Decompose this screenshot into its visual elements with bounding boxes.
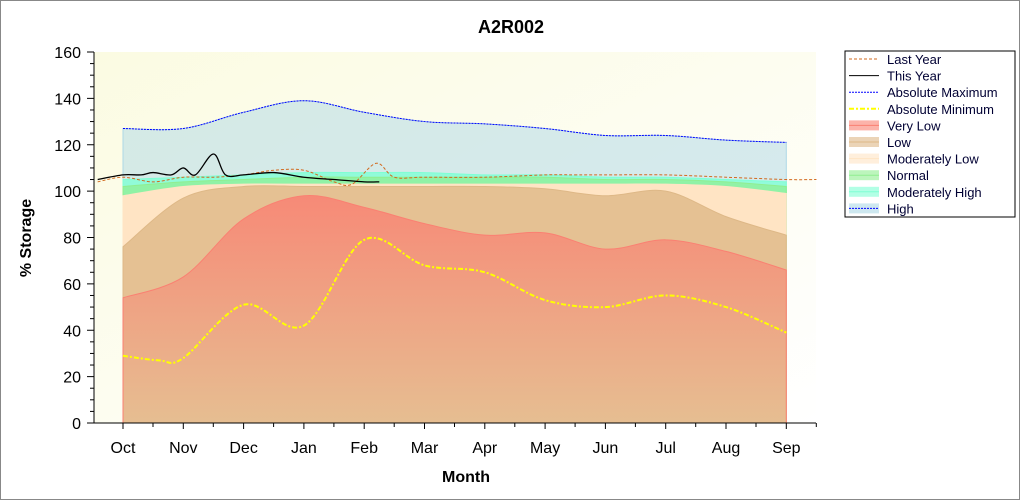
x-tick-label: Sep: [772, 440, 801, 457]
svg-text:This Year: This Year: [887, 69, 942, 84]
legend-item-normal: Normal: [849, 168, 929, 183]
legend-item-absolute-maximum: Absolute Maximum: [849, 85, 998, 100]
y-tick-label: 20: [63, 370, 81, 387]
svg-text:Last Year: Last Year: [887, 52, 942, 67]
series-this-year: [97, 153, 380, 183]
x-tick-label: May: [530, 440, 560, 457]
x-tick-label: Dec: [229, 440, 257, 457]
svg-text:Moderately Low: Moderately Low: [887, 152, 979, 167]
svg-text:High: High: [887, 201, 914, 216]
y-tick-label: 40: [63, 323, 81, 340]
legend-item-very-low: Very Low: [849, 118, 941, 133]
series-absolute-maximum: [122, 100, 787, 143]
legend-item-last-year: Last Year: [849, 52, 942, 67]
x-tick-label: Oct: [111, 440, 136, 457]
legend-item-moderately-high: Moderately High: [849, 185, 982, 200]
svg-text:Very Low: Very Low: [887, 118, 941, 133]
y-tick-label: 140: [54, 91, 81, 108]
x-tick-label: Apr: [472, 440, 498, 457]
x-tick-label: Nov: [169, 440, 197, 457]
legend-item-absolute-minimum: Absolute Minimum: [849, 102, 994, 117]
x-tick-label: Aug: [712, 440, 740, 457]
legend-item-this-year: This Year: [849, 69, 942, 84]
x-tick-label: Jul: [655, 440, 675, 457]
y-tick-label: 0: [72, 416, 81, 433]
x-axis-label: Month: [442, 469, 490, 486]
svg-text:Absolute Minimum: Absolute Minimum: [887, 102, 994, 117]
x-tick-label: Mar: [411, 440, 439, 457]
x-tick-label: Jan: [291, 440, 317, 457]
svg-text:Normal: Normal: [887, 168, 929, 183]
legend-item-low: Low: [849, 135, 911, 150]
x-tick-label: Feb: [350, 440, 378, 457]
band-very-low: [122, 195, 787, 424]
y-tick-label: 100: [54, 184, 81, 201]
series-last-year: [97, 162, 817, 186]
svg-text:Absolute Maximum: Absolute Maximum: [887, 85, 998, 100]
y-tick-label: 60: [63, 277, 81, 294]
legend-item-high: High: [849, 201, 914, 216]
y-axis-label: % Storage: [18, 199, 35, 277]
svg-text:Low: Low: [887, 135, 911, 150]
series-absolute-minimum: [122, 236, 787, 364]
svg-text:Moderately High: Moderately High: [887, 185, 982, 200]
chart-title: A2R002: [478, 17, 544, 37]
y-tick-label: 160: [54, 45, 81, 62]
x-tick-label: Jun: [593, 440, 619, 457]
y-tick-label: 120: [54, 138, 81, 155]
legend-item-moderately-low: Moderately Low: [849, 152, 979, 167]
y-tick-label: 80: [63, 231, 81, 248]
